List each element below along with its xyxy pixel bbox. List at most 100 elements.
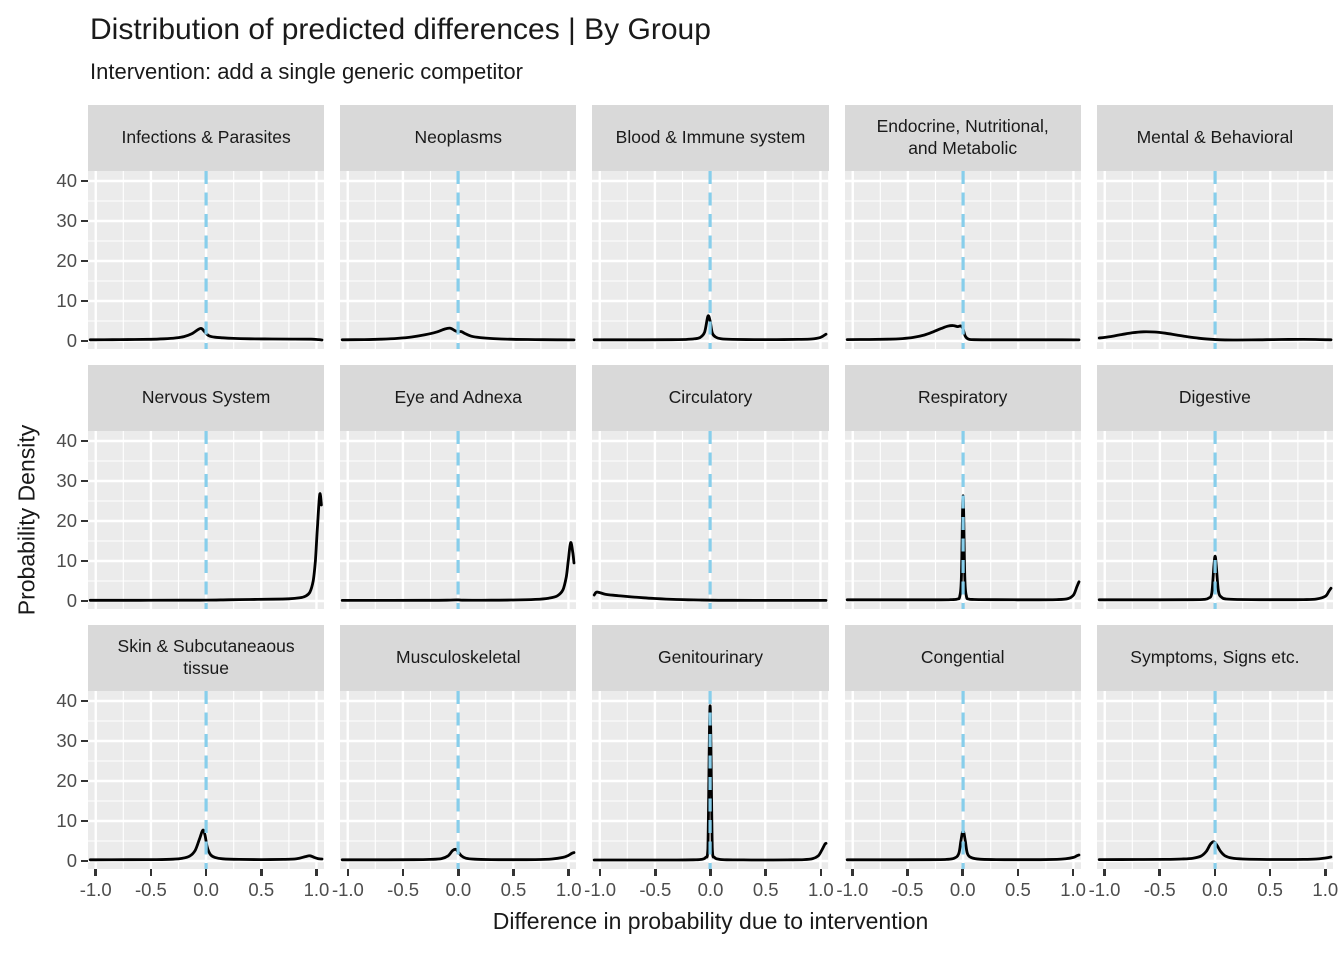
- density-curve: [1097, 840, 1333, 861]
- y-tick-label: 30: [56, 730, 77, 751]
- facet-strip-symptoms-signs-etc: Symptoms, Signs etc.: [1096, 625, 1333, 691]
- x-tick-label: 0.0: [697, 879, 724, 900]
- x-tick-mark: [598, 869, 602, 876]
- x-tick-mark: [149, 869, 153, 876]
- facet-strip-digestive: Digestive: [1096, 365, 1333, 431]
- x-tick-mark: [654, 869, 657, 876]
- y-tick-mark: [81, 219, 88, 223]
- facet-panel-genitourinary: [592, 691, 829, 869]
- y-tick-mark: [81, 299, 88, 303]
- facet-panel-infections-parasites: [88, 171, 325, 349]
- facet-label: Symptoms, Signs etc.: [1130, 647, 1300, 668]
- y-tick-mark: [81, 179, 88, 183]
- x-tick-label: 1.0: [303, 879, 330, 900]
- y-tick-label: 40: [56, 170, 77, 191]
- x-tick-mark: [1324, 869, 1327, 876]
- facet-strip-blood-immune-system: Blood & Immune system: [592, 105, 829, 171]
- density-curve: [593, 314, 828, 342]
- facet-label: Neoplasms: [414, 127, 503, 148]
- facet-strip-genitourinary: Genitourinary: [592, 625, 829, 691]
- y-tick-mark: [81, 699, 88, 703]
- facet-label: Eye and Adnexa: [394, 387, 523, 408]
- facet-panel-congential: [844, 691, 1081, 869]
- y-tick-label: 20: [56, 510, 77, 531]
- x-tick-label: 0.5: [752, 879, 779, 900]
- facet-strip-circulatory: Circulatory: [592, 365, 829, 431]
- density-curve: [88, 492, 323, 602]
- x-tick-mark: [1103, 869, 1106, 876]
- x-tick-label: 1.0: [808, 879, 834, 900]
- y-tick-mark: [81, 479, 88, 483]
- density-curve: [593, 704, 828, 862]
- x-tick-mark: [94, 869, 97, 876]
- facet-label: Infections & Parasites: [121, 127, 291, 148]
- x-tick-mark: [851, 869, 854, 876]
- y-tick-label: 20: [56, 770, 77, 791]
- facet-label: Musculoskeletal: [396, 647, 521, 668]
- x-tick-label: 0.5: [248, 879, 275, 900]
- x-tick-label: 1.0: [555, 879, 582, 900]
- x-tick-label: 0.5: [1005, 879, 1031, 900]
- x-tick-label: -0.5: [891, 879, 924, 900]
- x-tick-mark: [315, 869, 318, 876]
- facet-label: Endocrine, Nutritional, and Metabolic: [876, 116, 1049, 158]
- x-tick-mark: [401, 869, 405, 876]
- x-tick-mark: [1016, 869, 1020, 876]
- density-curve: [340, 847, 576, 862]
- facet-strip-mental-behavioral: Mental & Behavioral: [1096, 105, 1333, 171]
- facet-panel-mental-behavioral: [1096, 171, 1333, 349]
- x-tick-label: 1.0: [1312, 879, 1339, 900]
- x-tick-label: 0.0: [445, 879, 472, 900]
- x-tick-mark: [819, 869, 823, 876]
- plot-title: Distribution of predicted differences | …: [90, 13, 711, 46]
- facet-panel-eye-and-adnexa: [340, 431, 577, 609]
- facet-strip-musculoskeletal: Musculoskeletal: [340, 625, 577, 691]
- facet-panel-respiratory: [844, 431, 1081, 609]
- facet-strip-congential: Congential: [844, 625, 1081, 691]
- density-curve: [1097, 330, 1333, 342]
- x-tick-label: -1.0: [331, 879, 364, 900]
- facet-strip-infections-parasites: Infections & Parasites: [88, 105, 325, 171]
- x-tick-mark: [764, 869, 767, 876]
- x-tick-mark: [1158, 869, 1161, 876]
- y-tick-mark: [81, 819, 88, 823]
- x-tick-mark: [709, 869, 712, 876]
- x-tick-label: -0.5: [1143, 879, 1176, 900]
- density-curve: [88, 828, 324, 862]
- y-tick-label: 20: [56, 250, 77, 271]
- y-tick-label: 0: [66, 850, 77, 871]
- y-tick-label: 10: [56, 550, 77, 571]
- x-tick-mark: [204, 869, 208, 876]
- facet-label: Genitourinary: [657, 647, 764, 668]
- plot-subtitle: Intervention: add a single generic compe…: [90, 59, 523, 84]
- facet-panel-circulatory: [592, 431, 829, 609]
- y-tick-mark: [81, 779, 88, 783]
- density-curve: [845, 829, 1080, 862]
- y-tick-label: 40: [56, 430, 77, 451]
- y-tick-mark: [81, 739, 88, 743]
- x-tick-mark: [346, 869, 350, 876]
- y-tick-label: 10: [56, 810, 77, 831]
- density-curve: [593, 590, 828, 602]
- y-tick-mark: [81, 519, 88, 523]
- density-curve: [845, 324, 1080, 342]
- facet-label: Congential: [920, 647, 1005, 668]
- facet-label: Mental & Behavioral: [1136, 127, 1294, 148]
- y-tick-mark: [81, 859, 88, 863]
- y-tick-mark: [81, 439, 88, 443]
- y-tick-label: 0: [66, 330, 77, 351]
- y-tick-label: 30: [56, 470, 77, 491]
- density-curve: [1097, 554, 1333, 602]
- facet-strip-respiratory: Respiratory: [844, 365, 1081, 431]
- y-tick-label: 40: [56, 690, 77, 711]
- facet-label: Nervous System: [141, 387, 271, 408]
- facet-panel-musculoskeletal: [340, 691, 577, 869]
- x-tick-label: 0.0: [1202, 879, 1228, 900]
- x-tick-label: 0.5: [1257, 879, 1283, 900]
- y-tick-mark: [81, 599, 88, 603]
- facet-panel-skin-subcutaneaous-tissue: [88, 691, 325, 869]
- x-tick-label: -0.5: [639, 879, 672, 900]
- x-tick-label: 0.5: [500, 879, 527, 900]
- x-tick-mark: [961, 869, 964, 876]
- x-tick-label: 0.0: [193, 879, 219, 900]
